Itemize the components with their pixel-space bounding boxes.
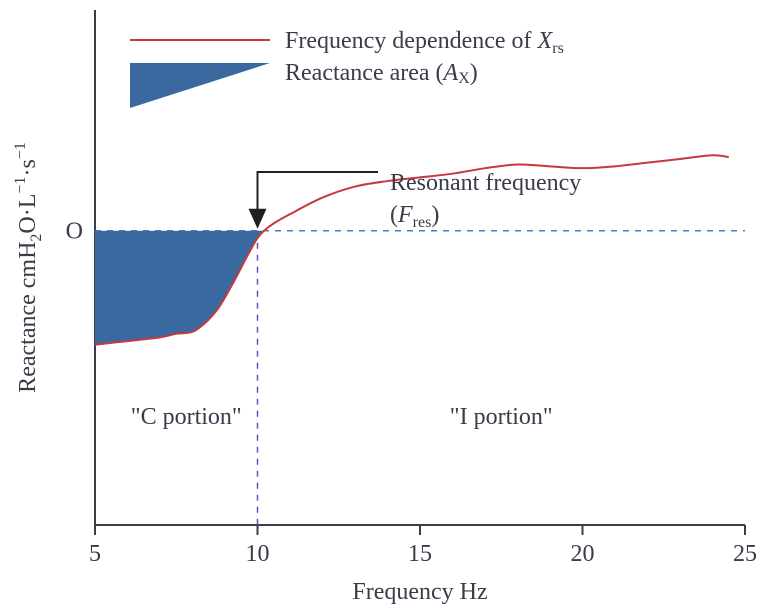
reactance-chart: 5 10 15 20 25 O Reactance cmH2O·L−1·s−1 Freq… xyxy=(0,0,782,615)
fres-annotation: Resonant frequency (Fres) xyxy=(390,170,587,231)
fres-arrowhead xyxy=(249,209,267,229)
svg-text:5: 5 xyxy=(89,541,101,567)
y-axis-label: Reactance cmH2O·L−1·s−1 xyxy=(12,142,45,393)
reactance-area xyxy=(95,231,264,345)
legend-area-label: Reactance area (AX) xyxy=(285,60,478,87)
svg-text:10: 10 xyxy=(246,541,270,567)
c-portion-label: "C portion" xyxy=(131,404,242,430)
svg-text:20: 20 xyxy=(571,541,595,567)
svg-text:15: 15 xyxy=(408,541,432,567)
x-ticks: 5 10 15 20 25 xyxy=(89,525,757,567)
i-portion-label: "I portion" xyxy=(450,404,553,430)
y-zero-label: O xyxy=(66,219,83,245)
legend-line-label: Frequency dependence of Xrs xyxy=(285,28,564,57)
x-axis-label: Frequency Hz xyxy=(352,579,487,605)
svg-text:25: 25 xyxy=(733,541,757,567)
legend-area-triangle xyxy=(130,63,270,108)
fres-arrow xyxy=(258,172,379,213)
